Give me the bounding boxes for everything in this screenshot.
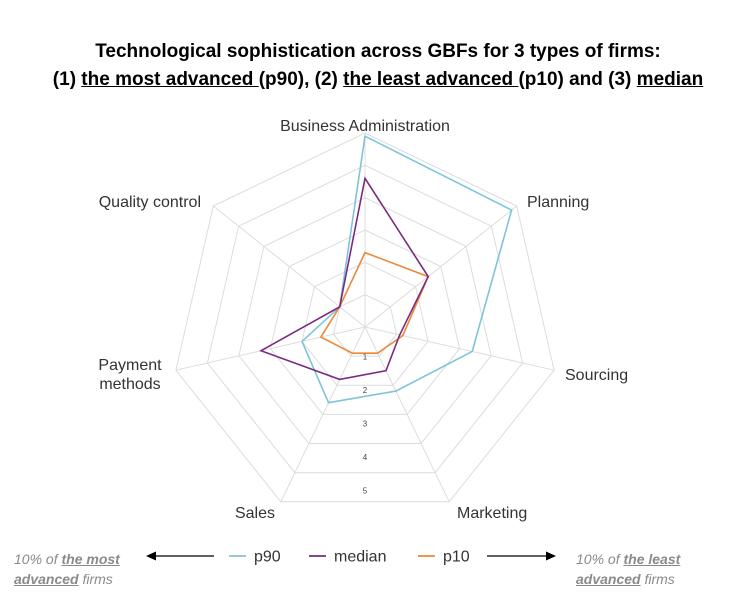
axis-label: Sales — [235, 505, 275, 522]
grid-ring — [269, 229, 461, 415]
note-text: 10% of — [576, 551, 624, 567]
legend-label-p90: p90 — [254, 549, 281, 566]
axis-spoke — [280, 326, 366, 503]
axis-label: Quality control — [99, 194, 201, 211]
axis-label: Business Administration — [280, 118, 450, 135]
grid-ring — [206, 164, 524, 474]
note-emphasis: advanced — [14, 571, 79, 587]
axis-label: Sourcing — [565, 367, 628, 384]
note-emphasis: the least — [623, 551, 681, 567]
axis-label: Marketing — [457, 505, 527, 522]
grid-ring — [175, 132, 555, 503]
axis-label: Payment — [98, 357, 162, 374]
grid-ring — [238, 197, 492, 444]
radar-tick-labels: 1 2 3 4 5 — [363, 353, 368, 496]
note-text: 10% of — [14, 551, 62, 567]
series-line-p90 — [301, 134, 513, 404]
tick-label: 3 — [363, 420, 368, 429]
axis-spoke — [175, 326, 366, 371]
arrow-left-head-icon — [146, 551, 156, 561]
note-emphasis: advanced — [576, 571, 641, 587]
chart-title-line-2: (1) the most advanced (p90), (2) the lea… — [0, 66, 756, 94]
title-part-least-advanced: the least advanced — [343, 69, 519, 90]
legend-label-median: median — [334, 549, 386, 566]
axis-spoke — [212, 205, 366, 328]
series-line-median — [259, 176, 430, 381]
note-emphasis: the most — [61, 551, 120, 567]
chart-title-line-1: Technological sophistication across GBFs… — [95, 41, 661, 62]
title-part: (p10) and (3) — [518, 69, 637, 90]
tick-label: 4 — [363, 453, 368, 462]
note-least-advanced: 10% of the least advanced firms — [576, 549, 680, 589]
radar-series — [259, 134, 513, 404]
note-text: firms — [78, 571, 113, 587]
tick-label: 5 — [363, 487, 368, 496]
chart-legend: p90 median p10 — [146, 549, 556, 566]
axis-spoke — [364, 205, 518, 328]
axis-label: Planning — [527, 194, 589, 211]
title-part: (1) — [52, 69, 82, 90]
arrow-right-head-icon — [546, 551, 556, 561]
title-part-most-advanced: the most advanced — [81, 69, 259, 90]
axis-spoke — [364, 326, 450, 503]
tick-label: 1 — [363, 353, 368, 362]
note-text: firms — [640, 571, 675, 587]
axis-label: methods — [99, 376, 160, 393]
title-part-median: median — [636, 69, 704, 90]
radar-axis-labels: Business Administration Planning Sourcing M… — [98, 118, 628, 522]
title-part: (p90), (2) — [258, 69, 344, 90]
grid-ring — [301, 261, 429, 386]
radar-grid — [175, 132, 555, 503]
legend-label-p10: p10 — [443, 549, 470, 566]
note-most-advanced: 10% of the most advanced firms — [14, 549, 120, 589]
grid-ring — [332, 294, 398, 357]
tick-label: 2 — [363, 386, 368, 395]
axis-spoke — [364, 326, 555, 371]
